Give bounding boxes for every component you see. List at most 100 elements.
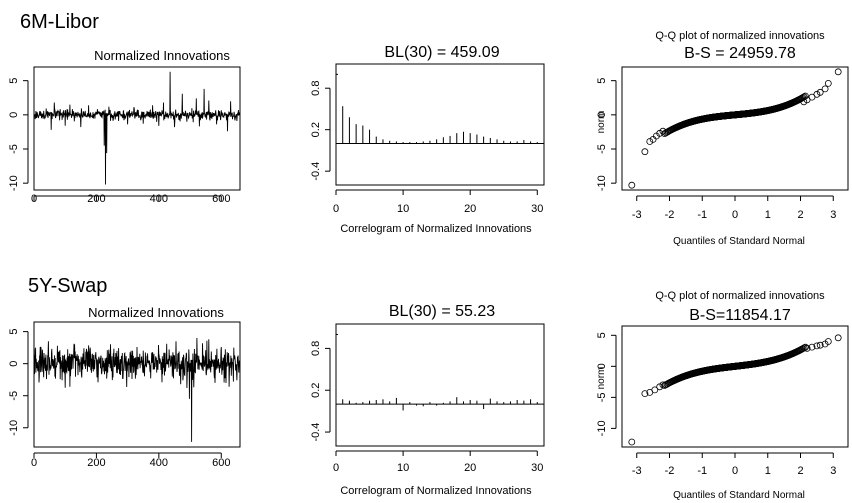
qq-point: [808, 343, 816, 351]
correlogram-xlabel: Correlogram of Normalized Innovations: [340, 223, 532, 235]
qq-point: [802, 343, 809, 351]
qq-point: [641, 390, 649, 398]
section-title-6m-libor: 6M-Libor: [20, 11, 99, 33]
correlogram-frame: [335, 323, 545, 447]
series-line: [33, 337, 241, 442]
qq-point: [821, 85, 829, 93]
y-tick-label: 0.8: [310, 81, 322, 96]
qq-plot-title: Q-Q plot of normalized innovations: [655, 30, 825, 42]
qq-plot-ylabel: norm: [596, 367, 607, 390]
section-title-5y-swap: 5Y-Swap: [28, 275, 107, 297]
qq-point: [824, 80, 832, 87]
x-tick-label: 30: [531, 203, 543, 215]
x-tick-label: 2: [797, 465, 803, 477]
x-tick-label: -3: [632, 465, 642, 477]
series-plot-frame: [33, 321, 241, 448]
x-tick-label: 10: [397, 462, 409, 474]
qq-point: [628, 181, 636, 189]
correlogram-y-axis: -0.4 0.2 0.8: [310, 341, 331, 442]
y-tick-label: -10: [8, 175, 20, 191]
qq-plot-y-axis: -10 -5 0 5: [596, 332, 617, 436]
qq-point: [816, 341, 824, 349]
correlogram-frame: [335, 63, 545, 186]
series-plot-x-axis: 0 200 400 600: [31, 452, 230, 469]
y-tick-label: 5: [8, 78, 20, 84]
x-tick-label: 3: [830, 209, 836, 221]
x-tick-label: -1: [697, 465, 707, 477]
y-tick-label: 0: [596, 112, 608, 118]
y-tick-label: -5: [596, 392, 608, 402]
y-tick-label: 0: [596, 363, 608, 369]
x-tick-label: 1: [765, 209, 771, 221]
correlogram-title: BL(30) = 55.23: [389, 303, 495, 320]
x-tick-label: 200: [87, 193, 105, 205]
y-tick-label: 0.2: [310, 122, 322, 137]
x-tick-label: 200: [87, 457, 105, 469]
y-tick-label: -5: [596, 144, 608, 154]
y-tick-label: 0: [8, 361, 20, 367]
x-tick-label: 20: [464, 203, 476, 215]
y-tick-label: -10: [596, 175, 608, 191]
qq-plot-xlabel: Quantiles of Standard Normal: [673, 490, 805, 501]
correlogram-y-axis: -0.4 0.2 0.8: [310, 81, 331, 181]
y-tick-label: 5: [596, 78, 608, 84]
qq-point: [813, 90, 821, 98]
y-tick-label: 0.8: [310, 341, 322, 356]
x-tick-label: 0: [333, 203, 339, 215]
series-plot-y-axis: -10 -5 0 5: [8, 329, 29, 436]
qq-point: [803, 344, 811, 352]
qq-point: [816, 88, 824, 96]
series-plot-frame: [33, 66, 241, 191]
x-tick-label: -3: [632, 209, 642, 221]
x-tick-label: 3: [830, 465, 836, 477]
qq-plot-y-axis: -10 -5 0 5: [596, 78, 617, 191]
correlogram-x-axis: 0 10 20 30: [333, 189, 543, 215]
qq-point: [641, 148, 649, 156]
y-tick-label: 5: [596, 332, 608, 338]
y-tick-label: 0.2: [310, 383, 322, 398]
y-tick-label: -10: [596, 420, 608, 436]
qq-point: [834, 68, 842, 76]
y-tick-label: -5: [8, 391, 20, 401]
qq-point: [651, 386, 659, 394]
series-plot-x-axis: 0 200 400 600: [31, 193, 231, 205]
x-tick-label: 400: [150, 193, 168, 205]
qq-plot-subtitle: B-S = 24959.78: [684, 45, 796, 62]
correlogram-plot: [336, 73, 544, 145]
x-tick-label: 0: [31, 457, 37, 469]
y-tick-label: -5: [8, 144, 20, 154]
correlogram-xlabel: Correlogram of Normalized Innovations: [340, 485, 532, 497]
qq-point: [800, 98, 808, 106]
qq-points: [628, 334, 842, 446]
qq-plot-ylabel: norm: [596, 111, 607, 134]
x-tick-label: -1: [697, 209, 707, 221]
qq-plot-frame: [621, 66, 849, 191]
x-tick-label: 2: [797, 209, 803, 221]
x-tick-label: 0: [31, 193, 37, 205]
x-tick-label: 400: [150, 457, 168, 469]
x-tick-label: 30: [531, 462, 543, 474]
series-plot-title: Normalized Innovations: [94, 48, 230, 63]
x-tick-label: -2: [665, 465, 675, 477]
qq-point: [659, 381, 667, 389]
qq-points: [628, 68, 842, 189]
y-tick-label: 0: [8, 112, 20, 118]
series-line: [33, 71, 241, 185]
qq-point: [834, 334, 842, 342]
x-tick-label: 600: [212, 193, 230, 205]
qq-point: [659, 127, 667, 135]
correlogram-title: BL(30) = 459.09: [384, 44, 499, 61]
x-tick-label: -2: [665, 209, 675, 221]
series-plot-y-axis: -10 -5 0 5: [8, 78, 29, 191]
x-tick-label: 20: [464, 462, 476, 474]
x-tick-label: 0: [732, 465, 738, 477]
qq-point: [813, 342, 821, 350]
x-tick-label: 600: [212, 457, 230, 469]
correlogram-plot: [336, 333, 544, 411]
qq-point: [824, 338, 832, 345]
qq-plot-xlabel: Quantiles of Standard Normal: [673, 236, 805, 247]
qq-point: [628, 438, 636, 446]
x-tick-label: 0: [333, 462, 339, 474]
qq-plot-x-axis: -3 -2 -1 0 1 2 3: [632, 195, 836, 221]
y-tick-label: 5: [8, 329, 20, 335]
